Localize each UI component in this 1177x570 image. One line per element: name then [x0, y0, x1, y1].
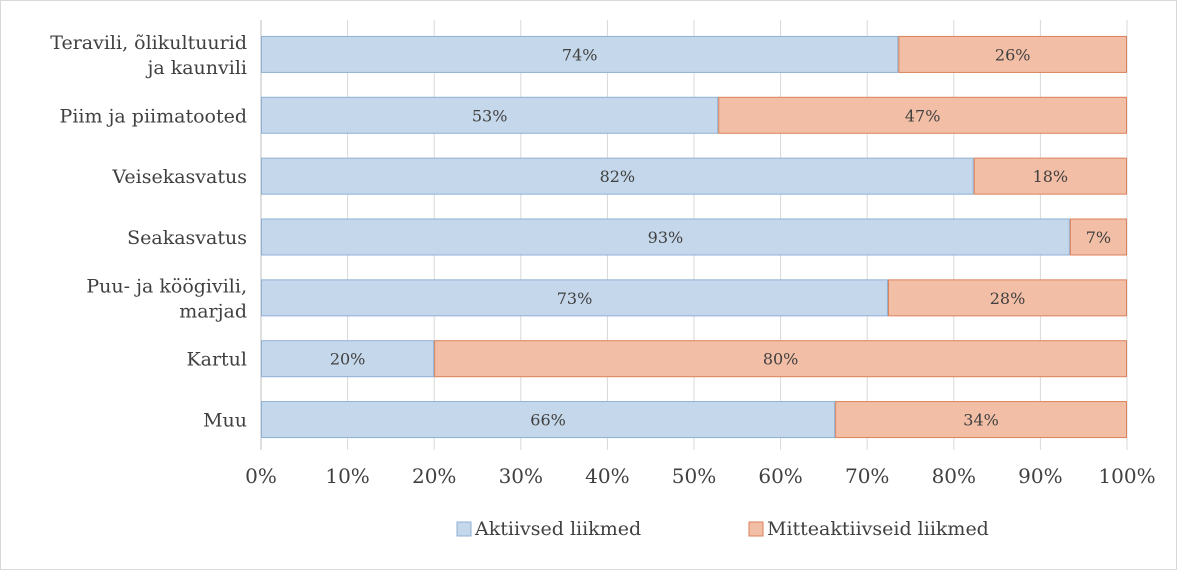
x-axis-tick-labels: 0% 10% 20% 30% 40% 50% 60% 70% 80% 90% 100%	[245, 464, 1155, 488]
legend-swatch	[748, 521, 764, 537]
legend-label: Aktiivsed liikmed	[474, 518, 641, 540]
x-tick-label: 20%	[412, 464, 456, 488]
bar-segment-active	[261, 401, 836, 439]
x-tick-label: 10%	[325, 464, 369, 488]
category-label: Puu- ja köögivili,	[86, 275, 247, 297]
bar-segment-active	[261, 279, 888, 317]
x-tick-label: 100%	[1098, 464, 1155, 488]
category-label: marjad	[179, 300, 247, 322]
bar-segment-inactive	[887, 279, 1128, 317]
bar-segment-active	[261, 340, 435, 378]
bar-segment-inactive	[1069, 218, 1127, 256]
bar-segment-active	[261, 157, 974, 195]
data-label: 82%	[600, 167, 636, 186]
data-label: 53%	[472, 106, 508, 125]
x-tick-label: 50%	[672, 464, 716, 488]
category-label: ja kaunvili	[145, 57, 247, 79]
x-tick-label: 30%	[499, 464, 543, 488]
category-labels: Teravili, õlikultuurid ja kaunvili Piim ja…	[50, 32, 247, 432]
bar-segment-inactive	[898, 35, 1127, 73]
x-tick-label: 80%	[932, 464, 976, 488]
category-label: Teravili, õlikultuurid	[50, 32, 247, 54]
bar-segment-active	[261, 218, 1070, 256]
data-labels: 74% 26% 53% 47% 82% 18% 93% 7% 73% 28% 20% 80% 66% 34…	[330, 45, 1111, 429]
category-label: Kartul	[186, 349, 247, 371]
data-label: 26%	[995, 45, 1031, 64]
x-tick-label: 40%	[585, 464, 629, 488]
x-tick-label: 90%	[1018, 464, 1062, 488]
x-tick-label: 70%	[845, 464, 889, 488]
data-label: 34%	[963, 411, 999, 430]
category-label: Veisekasvatus	[111, 166, 247, 188]
legend-swatch	[456, 521, 472, 537]
data-label: 80%	[763, 350, 799, 369]
data-label: 7%	[1086, 228, 1111, 247]
x-tick-label: 60%	[758, 464, 802, 488]
data-label: 18%	[1033, 167, 1069, 186]
legend: Aktiivsed liikmed Mitteaktiivseid liikmed	[456, 518, 989, 540]
data-label: 74%	[562, 45, 598, 64]
category-label: Piim ja piimatooted	[60, 105, 247, 127]
data-label: 73%	[557, 289, 593, 308]
data-label: 47%	[905, 106, 941, 125]
bar-segment-active	[261, 35, 899, 73]
category-label: Muu	[203, 410, 247, 432]
bar-segment-inactive	[973, 157, 1128, 195]
bar-segment-active	[261, 96, 719, 134]
legend-label: Mitteaktiivseid liikmed	[767, 518, 989, 540]
data-label: 93%	[648, 228, 684, 247]
bar-segment-inactive	[718, 96, 1127, 134]
x-tick-label: 0%	[245, 464, 277, 488]
bars	[261, 35, 1128, 439]
bar-segment-inactive	[835, 401, 1128, 439]
category-label: Seakasvatus	[127, 227, 247, 249]
data-label: 28%	[990, 289, 1026, 308]
data-label: 66%	[530, 411, 566, 430]
bar-segment-inactive	[434, 340, 1127, 378]
data-label: 20%	[330, 350, 366, 369]
